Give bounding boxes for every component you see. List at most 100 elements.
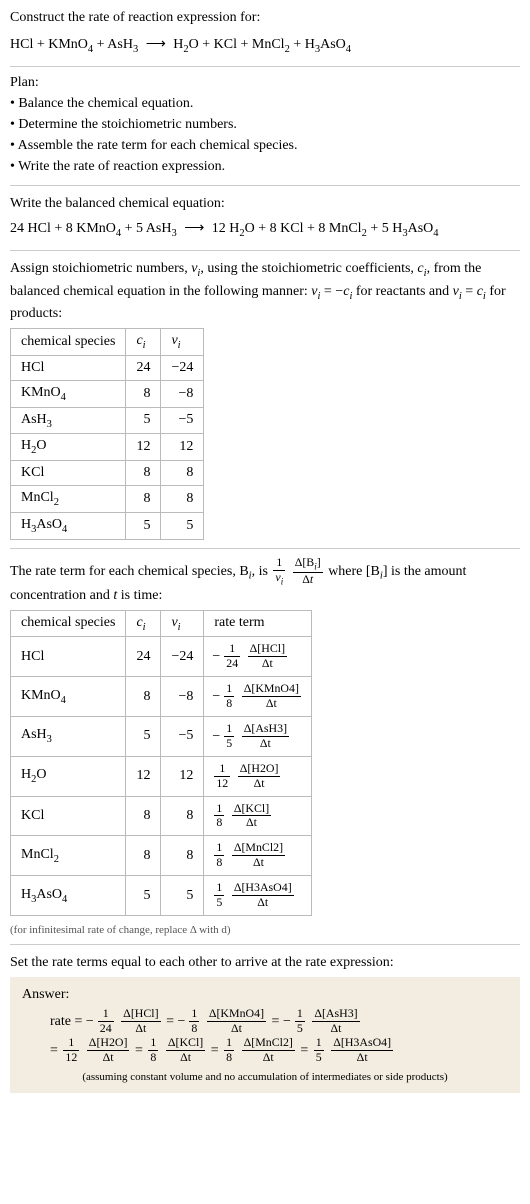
balanced-label: Write the balanced chemical equation:: [10, 194, 520, 214]
cell-species: MnCl2: [11, 486, 126, 513]
eq-part: 12 H: [212, 221, 240, 236]
cell-nu: 8: [161, 461, 204, 486]
cell-c: 12: [126, 756, 161, 796]
fraction: Δ[KMnO4]Δt: [207, 1008, 266, 1035]
cell-rate: −124 Δ[HCl]Δt: [204, 637, 312, 677]
cell-c: 8: [126, 796, 161, 836]
frac-num: Δ[H3AsO4]: [232, 882, 294, 895]
species-name: HCl: [21, 649, 44, 664]
text: =: [462, 284, 477, 299]
fraction: 18: [189, 1008, 199, 1035]
frac-num: 1: [189, 1008, 199, 1021]
assign-text: Assign stoichiometric numbers, νi, using…: [10, 259, 520, 324]
cell-c: 5: [126, 716, 161, 756]
frac-den: 8: [224, 696, 234, 710]
table-row: KCl8818 Δ[KCl]Δt: [11, 796, 312, 836]
cell-nu: 8: [161, 486, 204, 513]
text: , using the stoichiometric coefficients,: [200, 261, 417, 276]
cell-species: KMnO4: [11, 677, 126, 717]
frac-num: Δ[KMnO4]: [207, 1008, 266, 1021]
text: for reactants and: [352, 284, 452, 299]
table-header-row: chemical species ci νi: [11, 328, 204, 355]
table-header-row: chemical species ci νi rate term: [11, 610, 312, 637]
frac-den: Δt: [238, 776, 281, 790]
table-row: H3AsO455: [11, 512, 204, 539]
table-row: HCl24−24: [11, 355, 204, 380]
cell-species: HCl: [11, 355, 126, 380]
fraction: Δ[Bi]Δt: [293, 557, 323, 586]
minus-sign: −: [86, 1014, 94, 1029]
col-species: chemical species: [11, 610, 126, 637]
infinitesimal-note: (for infinitesimal rate of change, repla…: [10, 924, 520, 936]
species-name: KCl: [21, 808, 44, 823]
cell-species: HCl: [11, 637, 126, 677]
frac-den: 8: [189, 1021, 199, 1035]
fraction: 18: [214, 842, 224, 869]
frac-num: Δ[MnCl2]: [232, 842, 285, 855]
col-nu: νi: [161, 610, 204, 637]
sub-i: i: [143, 621, 146, 632]
frac-num: 1: [224, 723, 234, 736]
frac-den: Δt: [207, 1021, 266, 1035]
cell-species: AsH3: [11, 716, 126, 756]
frac-num: 1: [214, 842, 224, 855]
fraction: Δ[H2O]Δt: [238, 763, 281, 790]
frac-num: 1: [214, 803, 224, 816]
text: is time:: [117, 588, 162, 603]
eq-sub: 3: [171, 228, 176, 239]
cell-nu: 8: [161, 796, 204, 836]
fraction: Δ[AsH3]Δt: [242, 723, 289, 750]
frac-num: Δ[HCl]: [121, 1008, 160, 1021]
frac-den: 5: [224, 736, 234, 750]
frac-den: 8: [214, 815, 224, 829]
species-name: KMnO: [21, 385, 61, 400]
cell-nu: −5: [161, 407, 204, 434]
species-tail: AsO: [36, 517, 62, 532]
frac-den: 8: [224, 1050, 234, 1064]
table-row: AsH35−5−15 Δ[AsH3]Δt: [11, 716, 312, 756]
frac-den: 24: [224, 656, 240, 670]
fraction: Δ[AsH3]Δt: [312, 1008, 359, 1035]
species-sub: 2: [54, 497, 59, 508]
frac-den: Δt: [232, 855, 285, 869]
frac-num: 1: [224, 683, 234, 696]
fraction: Δ[KCl]Δt: [166, 1037, 205, 1064]
eq-part: + 5 H: [367, 221, 403, 236]
species-name: MnCl: [21, 847, 54, 862]
frac-num: 1: [314, 1037, 324, 1050]
cell-nu: −24: [161, 637, 204, 677]
divider: [10, 185, 520, 186]
eq-part: AsO: [320, 37, 346, 52]
eq-part: 24 HCl + 8 KMnO: [10, 221, 116, 236]
frac-den: Δt: [242, 1050, 295, 1064]
text: Δ: [302, 572, 310, 586]
species-sub: 4: [62, 524, 67, 535]
fraction: Δ[KCl]Δt: [232, 803, 271, 830]
table-row: H2O1212112 Δ[H2O]Δt: [11, 756, 312, 796]
frac-den: Δt: [242, 696, 301, 710]
frac-den: 5: [214, 895, 224, 909]
col-rate: rate term: [204, 610, 312, 637]
frac-num: 1: [273, 557, 285, 570]
text: Assign stoichiometric numbers,: [10, 261, 191, 276]
frac-den: Δt: [87, 1050, 130, 1064]
cell-species: KCl: [11, 461, 126, 486]
eq-part: O + KCl + MnCl: [189, 37, 285, 52]
eq-sign: =: [297, 1043, 312, 1058]
cell-rate: −18 Δ[KMnO4]Δt: [204, 677, 312, 717]
divider: [10, 66, 520, 67]
fraction: 15: [314, 1037, 324, 1064]
cell-species: KCl: [11, 796, 126, 836]
cell-nu: −8: [161, 677, 204, 717]
cell-nu: −8: [161, 380, 204, 407]
eq-part: AsO: [408, 221, 434, 236]
arrow-icon: ⟶: [146, 34, 166, 56]
eq-sign: =: [268, 1014, 283, 1029]
table-row: AsH35−5: [11, 407, 204, 434]
fraction: 18: [148, 1037, 158, 1064]
table-row: MnCl28818 Δ[MnCl2]Δt: [11, 836, 312, 876]
eq-sign: =: [207, 1043, 222, 1058]
col-c: ci: [126, 328, 161, 355]
frac-den: Δt: [293, 572, 323, 586]
fraction: 124: [98, 1008, 114, 1035]
